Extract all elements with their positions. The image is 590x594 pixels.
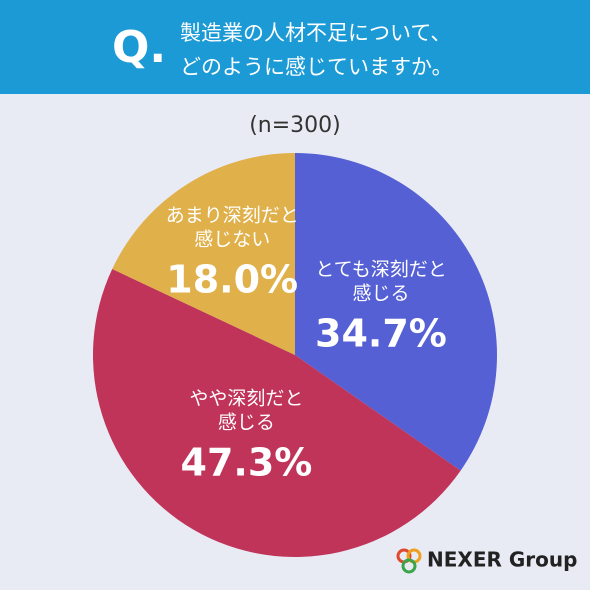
header-band (0, 0, 590, 94)
slice-label: やや深刻だと (189, 387, 303, 409)
slice-label: とても深刻だと (315, 259, 446, 281)
logo-ring (401, 558, 417, 574)
slice-label: 感じる (352, 283, 409, 305)
pie-slice (112, 153, 295, 355)
pie-slice (295, 153, 498, 471)
slice-label: あまり深刻だと (166, 205, 299, 227)
logo-text: NEXER Group (427, 548, 577, 572)
question-line: 製造業の人材不足について、 (180, 21, 451, 45)
value-label: 47.3% (181, 440, 313, 484)
value-label: 18.0% (166, 258, 298, 302)
question-line: どのように感じていますか。 (180, 55, 453, 79)
slice-label: 感じる (218, 411, 275, 433)
subtitle: (n=300) (249, 113, 341, 138)
pie-slice (92, 268, 461, 558)
value-label: 34.7% (315, 312, 447, 356)
question-mark: Q. (112, 22, 166, 73)
logo: NEXER Group (396, 548, 577, 574)
slice-label: 感じない (194, 229, 270, 251)
